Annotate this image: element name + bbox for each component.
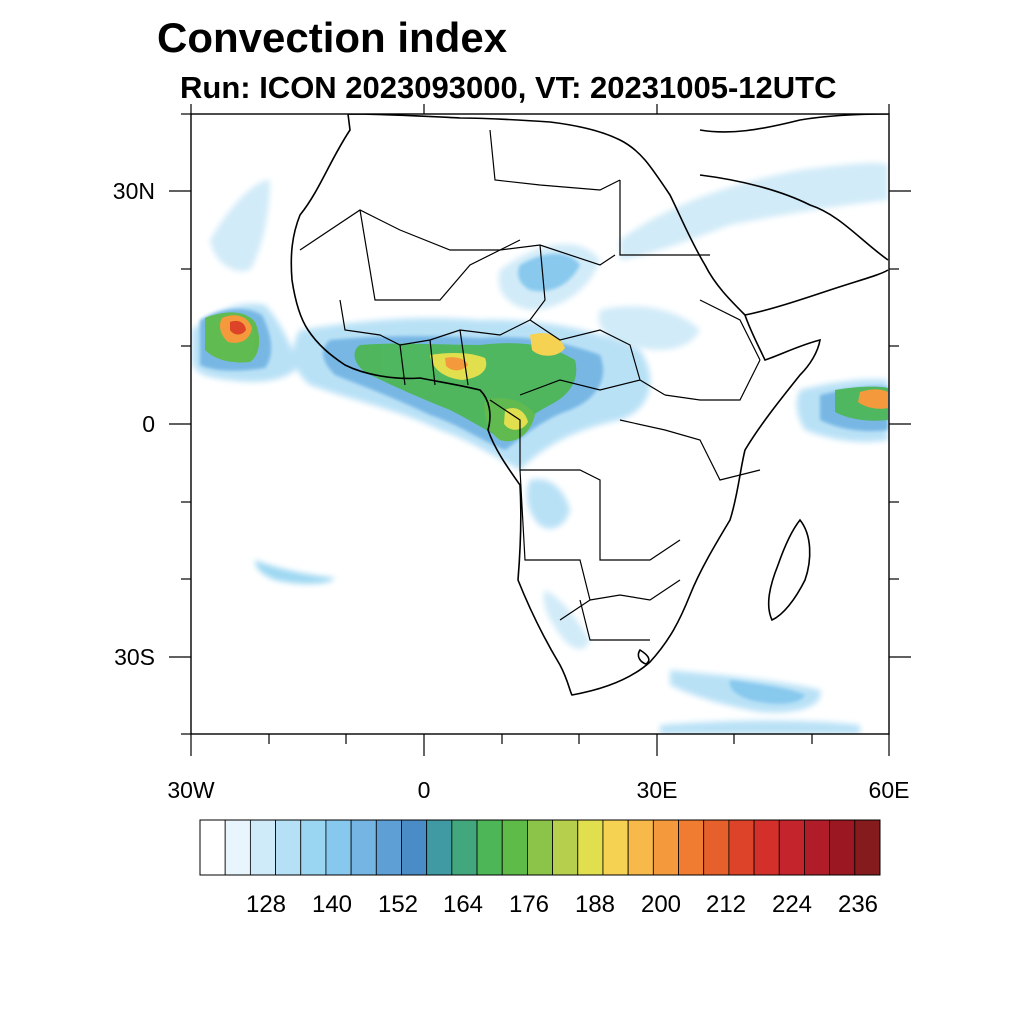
colorbar-box: [854, 819, 881, 876]
convection-orange-west-africa: [445, 357, 468, 371]
convection-orange-indian: [858, 389, 888, 409]
map-title: Convection index: [157, 14, 508, 61]
colorbar-box: [275, 819, 302, 876]
colorbar-label: 164: [443, 891, 483, 918]
map-subtitle: Run: ICON 2023093000, VT: 20231005-12UTC: [180, 70, 837, 105]
colorbar-box: [375, 819, 402, 876]
colorbar-label: 128: [246, 891, 286, 918]
lon-label-60e: 60E: [869, 777, 910, 803]
convection-mid-sahara: [518, 253, 580, 292]
lon-label-30e: 30E: [637, 777, 678, 803]
colorbar-box: [804, 819, 831, 876]
colorbar-label: 152: [378, 891, 418, 918]
lat-label-0: 0: [142, 411, 155, 437]
lon-label-0: 0: [418, 777, 431, 803]
colorbar-labels: 128 140 152 164 176 188 200 212 224 236: [246, 891, 878, 918]
convection-band-south: [660, 720, 860, 734]
colorbar-box: [778, 819, 805, 876]
convection-mid-southern: [729, 680, 805, 704]
colorbar-box: [199, 819, 226, 876]
colorbar-boxes: [199, 819, 881, 876]
convection-band-sudan: [598, 306, 700, 350]
convection-band-egypt: [620, 162, 888, 260]
convection-band-angola: [526, 479, 570, 529]
convection-band-scotia: [255, 560, 335, 584]
latitude-labels: 30N 0 30S: [113, 178, 155, 670]
colorbar-box: [224, 819, 251, 876]
colorbar-box: [300, 819, 327, 876]
colorbar-label: 224: [772, 891, 812, 918]
axis-ticks: [169, 104, 911, 756]
colorbar-box: [401, 819, 428, 876]
colorbar-box: [602, 819, 629, 876]
colorbar-box: [678, 819, 705, 876]
convection-shading: [192, 162, 888, 734]
convection-yellow-chad: [530, 333, 565, 356]
lon-label-30w: 30W: [167, 777, 215, 803]
colorbar-box: [728, 819, 755, 876]
colorbar-box: [577, 819, 604, 876]
convection-band-northwest: [210, 180, 270, 272]
colorbar-label: 176: [509, 891, 549, 918]
colorbar-box: [627, 819, 654, 876]
country-borders: [299, 129, 761, 641]
lat-label-30s: 30S: [114, 644, 155, 670]
colorbar-label: 188: [575, 891, 615, 918]
colorbar-box: [652, 819, 679, 876]
colorbar-label: 236: [838, 891, 878, 918]
colorbar-box: [552, 819, 579, 876]
longitude-labels: 30W 0 30E 60E: [167, 777, 909, 803]
colorbar-box: [451, 819, 478, 876]
colorbar-box: [476, 819, 503, 876]
colorbar-label: 200: [641, 891, 681, 918]
convection-band-kalahari: [543, 590, 590, 650]
colorbar-box: [703, 819, 730, 876]
colorbar-box: [501, 819, 528, 876]
colorbar-frame: [199, 819, 881, 876]
colorbar-box: [829, 819, 856, 876]
convection-red-atlantic: [230, 320, 246, 335]
colorbar-box: [249, 819, 276, 876]
colorbar-box: [527, 819, 553, 876]
colorbar-box: [350, 819, 377, 876]
lat-label-30n: 30N: [113, 178, 155, 204]
colorbar: 128 140 152 164 176 188 200 212 224 236: [199, 819, 881, 918]
colorbar-box: [325, 819, 352, 876]
colorbar-label: 212: [706, 891, 746, 918]
colorbar-box: [753, 819, 780, 876]
colorbar-box: [426, 819, 453, 876]
colorbar-label: 140: [312, 891, 352, 918]
